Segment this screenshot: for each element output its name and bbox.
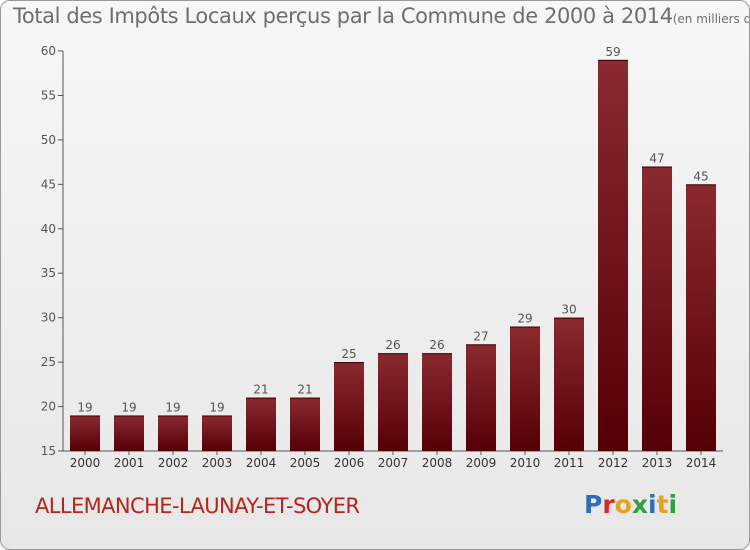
x-tick-label: 2014 bbox=[686, 456, 717, 470]
y-tick-label: 20 bbox=[41, 400, 56, 414]
bar bbox=[642, 166, 672, 452]
bar bbox=[334, 362, 364, 451]
logo-letter: r bbox=[602, 490, 615, 519]
data-label: 30 bbox=[561, 303, 576, 317]
x-tick-label: 2006 bbox=[334, 456, 365, 470]
x-tick-label: 2005 bbox=[290, 456, 321, 470]
bar bbox=[246, 397, 276, 451]
x-tick-label: 2004 bbox=[246, 456, 277, 470]
bar bbox=[202, 415, 232, 451]
bar bbox=[510, 326, 540, 451]
x-tick-label: 2008 bbox=[422, 456, 453, 470]
logo-letter: x bbox=[631, 490, 648, 519]
data-label: 29 bbox=[517, 312, 532, 326]
bar bbox=[290, 397, 320, 451]
proxiti-logo[interactable]: Proxiti bbox=[584, 490, 677, 519]
x-tick-label: 2001 bbox=[114, 456, 145, 470]
y-tick-label: 45 bbox=[41, 177, 56, 191]
data-label: 19 bbox=[165, 400, 180, 414]
y-tick-label: 35 bbox=[41, 266, 56, 280]
x-tick-label: 2011 bbox=[554, 456, 585, 470]
bar bbox=[114, 415, 144, 451]
data-label: 26 bbox=[385, 338, 400, 352]
bar bbox=[158, 415, 188, 451]
bar bbox=[598, 59, 628, 452]
data-label: 45 bbox=[693, 169, 708, 183]
bars bbox=[70, 59, 716, 452]
data-label: 19 bbox=[209, 400, 224, 414]
x-tick-label: 2007 bbox=[378, 456, 409, 470]
data-label: 19 bbox=[77, 400, 92, 414]
x-tick-label: 2003 bbox=[202, 456, 233, 470]
commune-name: ALLEMANCHE-LAUNAY-ET-SOYER bbox=[35, 494, 360, 518]
y-tick-label: 30 bbox=[41, 311, 56, 325]
x-tick-label: 2013 bbox=[642, 456, 673, 470]
data-label: 26 bbox=[429, 338, 444, 352]
logo-letter: P bbox=[584, 490, 603, 519]
logo-letter: i bbox=[668, 490, 678, 519]
axes: 15 20 25 30 35 40 45 50 55 60 2000 2001 2002 2003 2004… bbox=[41, 44, 723, 470]
bar bbox=[686, 184, 716, 452]
y-tick-label: 50 bbox=[41, 133, 56, 147]
logo-letter: t bbox=[656, 490, 669, 519]
data-labels: 19 19 19 19 21 21 25 26 26 27 29 30 59 47 45 bbox=[77, 45, 708, 415]
bar bbox=[70, 415, 100, 451]
x-tick-label: 2010 bbox=[510, 456, 541, 470]
y-tick-label: 25 bbox=[41, 355, 56, 369]
bar bbox=[378, 353, 408, 451]
data-label: 59 bbox=[605, 45, 620, 59]
chart-unit: (en milliers d'€) bbox=[672, 12, 749, 26]
bar bbox=[554, 317, 584, 451]
data-label: 19 bbox=[121, 400, 136, 414]
y-tick-label: 60 bbox=[41, 44, 56, 58]
logo-letter: o bbox=[614, 490, 632, 519]
data-label: 21 bbox=[297, 383, 312, 397]
bar bbox=[422, 353, 452, 451]
x-tick-label: 2009 bbox=[466, 456, 497, 470]
chart-title-text: Total des Impôts Locaux perçus par la Co… bbox=[13, 4, 673, 28]
y-tick-label: 40 bbox=[41, 222, 56, 236]
x-tick-label: 2000 bbox=[70, 456, 101, 470]
data-label: 25 bbox=[341, 347, 356, 361]
data-label: 27 bbox=[473, 329, 488, 343]
chart-title: Total des Impôts Locaux perçus par la Co… bbox=[13, 4, 749, 28]
y-tick-label: 15 bbox=[41, 444, 56, 458]
data-label: 21 bbox=[253, 383, 268, 397]
y-tick-label: 55 bbox=[41, 88, 56, 102]
x-tick-label: 2002 bbox=[158, 456, 189, 470]
bar bbox=[466, 344, 496, 451]
data-label: 47 bbox=[649, 152, 664, 166]
logo-letter: i bbox=[648, 490, 657, 519]
x-tick-label: 2012 bbox=[598, 456, 629, 470]
